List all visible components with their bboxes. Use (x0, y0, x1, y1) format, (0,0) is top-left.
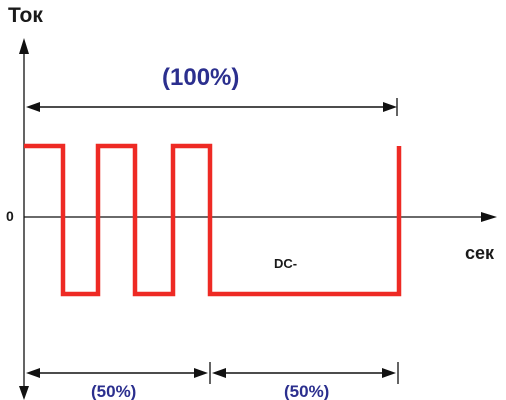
x-axis-label: сек (465, 243, 495, 263)
y-axis-label: Ток (8, 4, 43, 27)
x-axis-arrow (481, 212, 497, 222)
total-arrow-right (383, 102, 397, 112)
y-axis-arrow-up (19, 38, 29, 54)
total-arrow-left (26, 102, 40, 112)
zero-label: 0 (6, 208, 14, 224)
first-half-arrow-right (194, 368, 208, 378)
second-half-arrow-left (212, 368, 226, 378)
first-half-arrow-left (26, 368, 40, 378)
y-axis-arrow-down (19, 386, 29, 400)
current-waveform (24, 143, 402, 297)
total-period-label: (100%) (162, 64, 240, 91)
second-half-label: (50%) (284, 382, 330, 400)
second-half-arrow-right (382, 368, 396, 378)
dc-segment-label: DC- (274, 256, 298, 271)
first-half-label: (50%) (91, 382, 137, 400)
